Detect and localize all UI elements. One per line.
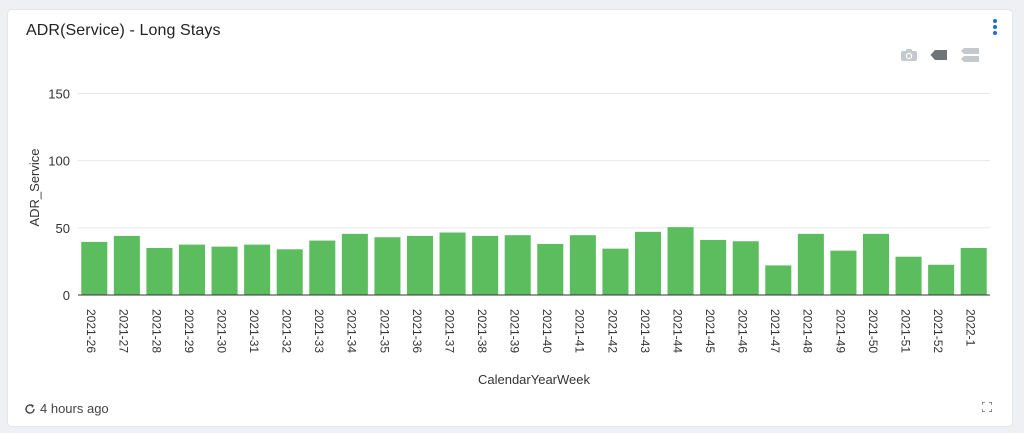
x-tick-label: 2021-51 xyxy=(898,309,912,353)
x-tick-label: 2021-43 xyxy=(638,309,652,353)
bar xyxy=(830,250,857,295)
x-tick-label: 2022-1 xyxy=(964,309,978,347)
bar xyxy=(895,256,922,295)
x-tick-label: 2021-28 xyxy=(149,309,163,353)
bar xyxy=(81,241,108,295)
chart-card: ADR(Service) - Long Stays 0 50 100 150 2021-… xyxy=(8,10,1012,426)
x-tick-label: 2021-49 xyxy=(833,309,847,353)
tag-icon[interactable] xyxy=(930,49,948,61)
bar xyxy=(341,233,368,295)
bar xyxy=(928,264,955,295)
bar xyxy=(276,249,303,295)
x-tick-label: 2021-48 xyxy=(801,309,815,353)
bar xyxy=(146,247,173,295)
y-tick-label: 0 xyxy=(63,288,70,303)
bar xyxy=(406,235,434,295)
chart-title: ADR(Service) - Long Stays xyxy=(26,22,221,39)
y-tick-label: 50 xyxy=(56,221,70,236)
bar xyxy=(537,243,564,295)
bar xyxy=(472,235,499,295)
x-tick-label: 2021-26 xyxy=(84,309,98,353)
y-axis-title: ADR_Service xyxy=(27,148,42,226)
bar xyxy=(765,265,792,295)
bar xyxy=(439,232,466,295)
bar xyxy=(700,239,727,295)
camera-icon[interactable] xyxy=(900,48,918,62)
x-tick-label: 2021-47 xyxy=(768,309,782,353)
bar xyxy=(309,240,336,295)
refresh-icon[interactable] xyxy=(24,403,36,415)
x-tick-label: 2021-52 xyxy=(931,309,945,353)
x-tick-label: 2021-40 xyxy=(540,309,554,353)
y-tick-label: 100 xyxy=(48,154,70,169)
bar xyxy=(960,247,987,295)
bar xyxy=(374,237,401,295)
bar xyxy=(504,235,531,295)
x-tick-label: 2021-35 xyxy=(377,309,391,353)
bar xyxy=(211,246,238,295)
kebab-menu-icon[interactable] xyxy=(990,17,1000,39)
bar xyxy=(602,248,629,295)
x-tick-label: 2021-38 xyxy=(475,309,489,353)
x-tick-label: 2021-27 xyxy=(117,309,131,353)
expand-icon[interactable] xyxy=(982,402,992,412)
bar xyxy=(797,233,824,295)
x-tick-label: 2021-29 xyxy=(182,309,196,353)
x-tick-label: 2021-39 xyxy=(508,309,522,353)
bar-chart: 0 50 100 150 2021-26 2021-27 2021-28 2021-29 202… xyxy=(27,86,990,387)
x-tick-label: 2021-44 xyxy=(670,309,684,353)
bar xyxy=(569,235,596,295)
x-tick-label: 2021-31 xyxy=(247,309,261,353)
x-tick-label: 2021-34 xyxy=(345,309,359,353)
bar xyxy=(244,244,271,295)
x-tick-label: 2021-36 xyxy=(410,309,424,353)
bar xyxy=(113,235,140,295)
x-tick-label: 2021-33 xyxy=(312,309,326,353)
bar xyxy=(634,231,662,295)
bar xyxy=(732,241,759,295)
refresh-time: 4 hours ago xyxy=(40,401,109,416)
toggle-icon[interactable] xyxy=(960,47,980,63)
bar xyxy=(178,244,206,295)
x-tick-label: 2021-37 xyxy=(442,309,456,353)
x-axis-title: CalendarYearWeek xyxy=(478,372,591,387)
x-tick-label: 2021-30 xyxy=(214,309,228,353)
x-tick-label: 2021-41 xyxy=(573,309,587,353)
refresh-status: 4 hours ago xyxy=(24,401,109,416)
y-tick-label: 150 xyxy=(48,86,70,101)
x-tick-label: 2021-42 xyxy=(605,309,619,353)
bar xyxy=(862,233,890,295)
bar xyxy=(667,227,694,295)
chart-toolbar xyxy=(900,47,980,63)
x-tick-label: 2021-46 xyxy=(736,309,750,353)
x-tick-label: 2021-45 xyxy=(703,309,717,353)
x-tick-label: 2021-50 xyxy=(866,309,880,353)
x-tick-label: 2021-32 xyxy=(280,309,294,353)
